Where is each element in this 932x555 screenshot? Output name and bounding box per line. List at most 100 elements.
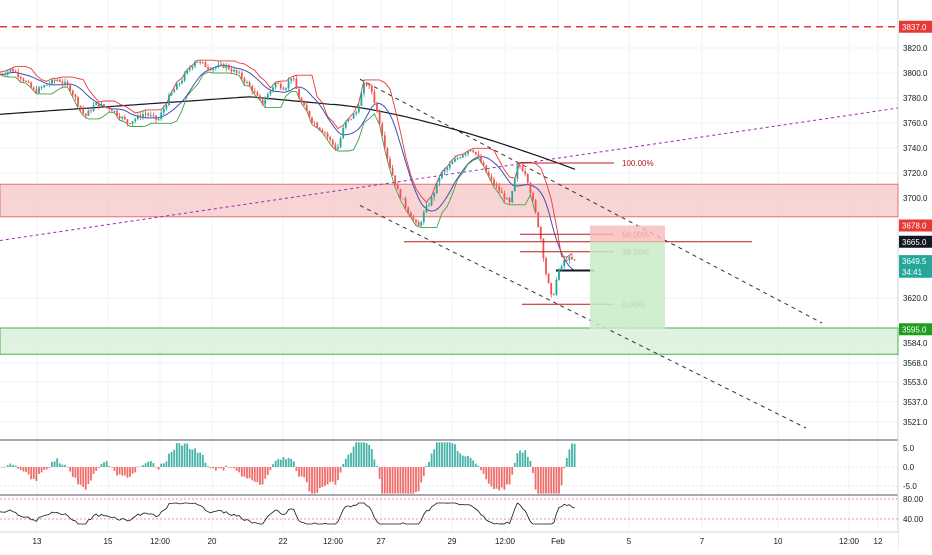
candle-body <box>526 173 529 183</box>
candle-body <box>69 85 72 91</box>
candle-body <box>181 80 183 84</box>
candle-body <box>521 166 524 172</box>
macd-histogram-bar <box>38 467 40 474</box>
candle-body <box>214 67 217 69</box>
moving-averages <box>0 59 594 272</box>
candle-body <box>303 102 306 106</box>
candle-body <box>209 68 212 71</box>
fib-level-label: 100.00% <box>622 159 654 168</box>
time-tick-label: 20 <box>208 537 217 546</box>
candle-body <box>503 192 506 200</box>
candle-body <box>131 121 134 124</box>
candle-body <box>30 82 33 88</box>
macd-histogram-bar <box>412 467 415 494</box>
macd-histogram-bar <box>292 461 295 467</box>
time-tick-label: 12:00 <box>839 537 860 546</box>
macd-histogram-bar <box>334 467 337 485</box>
candle-body <box>165 105 168 109</box>
macd-histogram-bar <box>230 467 233 468</box>
macd-histogram-bar <box>251 467 254 481</box>
macd-histogram-bar <box>552 467 555 494</box>
candle-body <box>204 62 207 68</box>
candle-body <box>365 82 368 86</box>
candle-body <box>334 144 337 150</box>
macd-histogram-bar <box>212 467 215 469</box>
candle-body <box>285 88 287 90</box>
macd-histogram-bar <box>168 453 170 467</box>
trailing-low-line <box>0 71 537 229</box>
macd-histogram-bar <box>396 467 399 494</box>
macd-histogram-bar <box>324 467 326 486</box>
candle-body <box>368 85 371 87</box>
candle-body <box>311 117 313 123</box>
candle-body <box>560 266 563 270</box>
macd-histogram-bar <box>77 467 79 485</box>
macd-histogram-bar <box>381 467 384 494</box>
candle-body <box>300 98 303 103</box>
macd-histogram-bar <box>389 467 391 494</box>
macd-histogram-bar <box>58 463 61 467</box>
candle-body <box>474 151 477 154</box>
macd-histogram-bar <box>30 467 33 480</box>
candle-body <box>571 257 573 260</box>
candle-body <box>61 81 64 84</box>
candle-body <box>9 69 12 72</box>
macd-histogram-bar <box>529 460 532 467</box>
macd-histogram-bar <box>558 467 560 494</box>
price-tag-label: 3595.0 <box>902 325 927 334</box>
macd-histogram-bar <box>357 442 360 467</box>
macd-histogram-bar <box>568 449 571 467</box>
support-zone <box>0 327 899 355</box>
price-tag <box>899 219 932 232</box>
time-tick-label: 15 <box>104 537 113 546</box>
macd-histogram-bar <box>188 449 191 467</box>
macd-histogram-bar <box>378 467 381 479</box>
candle-body <box>573 259 576 260</box>
candle-body <box>97 102 100 108</box>
macd-histogram-bar <box>160 463 163 467</box>
candle-body <box>360 93 363 106</box>
macd-histogram-bar <box>199 452 202 467</box>
price-tick-label: 3568.0 <box>903 359 928 368</box>
macd-histogram-bar <box>214 467 217 471</box>
price-tick-label: 3553.0 <box>903 378 928 387</box>
time-tick-label: 7 <box>700 537 705 546</box>
candle-body <box>253 91 256 93</box>
macd-histogram-bar <box>363 442 365 467</box>
macd-histogram-bar <box>134 467 137 473</box>
macd-histogram-bar <box>1 467 4 468</box>
macd-histogram-bar <box>347 454 350 467</box>
candle-body <box>461 155 464 158</box>
macd-histogram-bar <box>238 467 241 473</box>
macd-histogram-bar <box>79 467 82 485</box>
macd-histogram-bar <box>331 467 334 482</box>
candle-body <box>316 122 319 128</box>
candle-body <box>152 114 155 116</box>
candle-body <box>532 193 534 201</box>
candle-body <box>194 61 196 67</box>
candle-body <box>446 167 449 170</box>
candle-body <box>14 71 17 73</box>
candle-body <box>92 105 95 111</box>
macd-histogram-bar <box>248 467 251 479</box>
candle-body <box>386 147 389 159</box>
candle-body <box>77 97 79 106</box>
macd-histogram-bar <box>391 467 394 494</box>
candle-body <box>162 108 165 113</box>
macd-histogram-bar <box>409 467 412 494</box>
candle-body <box>399 189 402 199</box>
candle-body <box>272 87 274 91</box>
macd-histogram-bar <box>110 467 113 468</box>
candle-body <box>266 94 269 100</box>
candle-body <box>347 118 350 122</box>
candle-body <box>467 151 469 154</box>
price-tag <box>899 235 932 248</box>
macd-histogram-bar <box>539 467 542 494</box>
macd-histogram-bar <box>350 452 352 467</box>
macd-histogram-bar <box>235 467 238 471</box>
macd-histogram-bar <box>430 453 433 467</box>
macd-histogram-bar <box>490 467 493 487</box>
candle-body <box>66 82 69 86</box>
